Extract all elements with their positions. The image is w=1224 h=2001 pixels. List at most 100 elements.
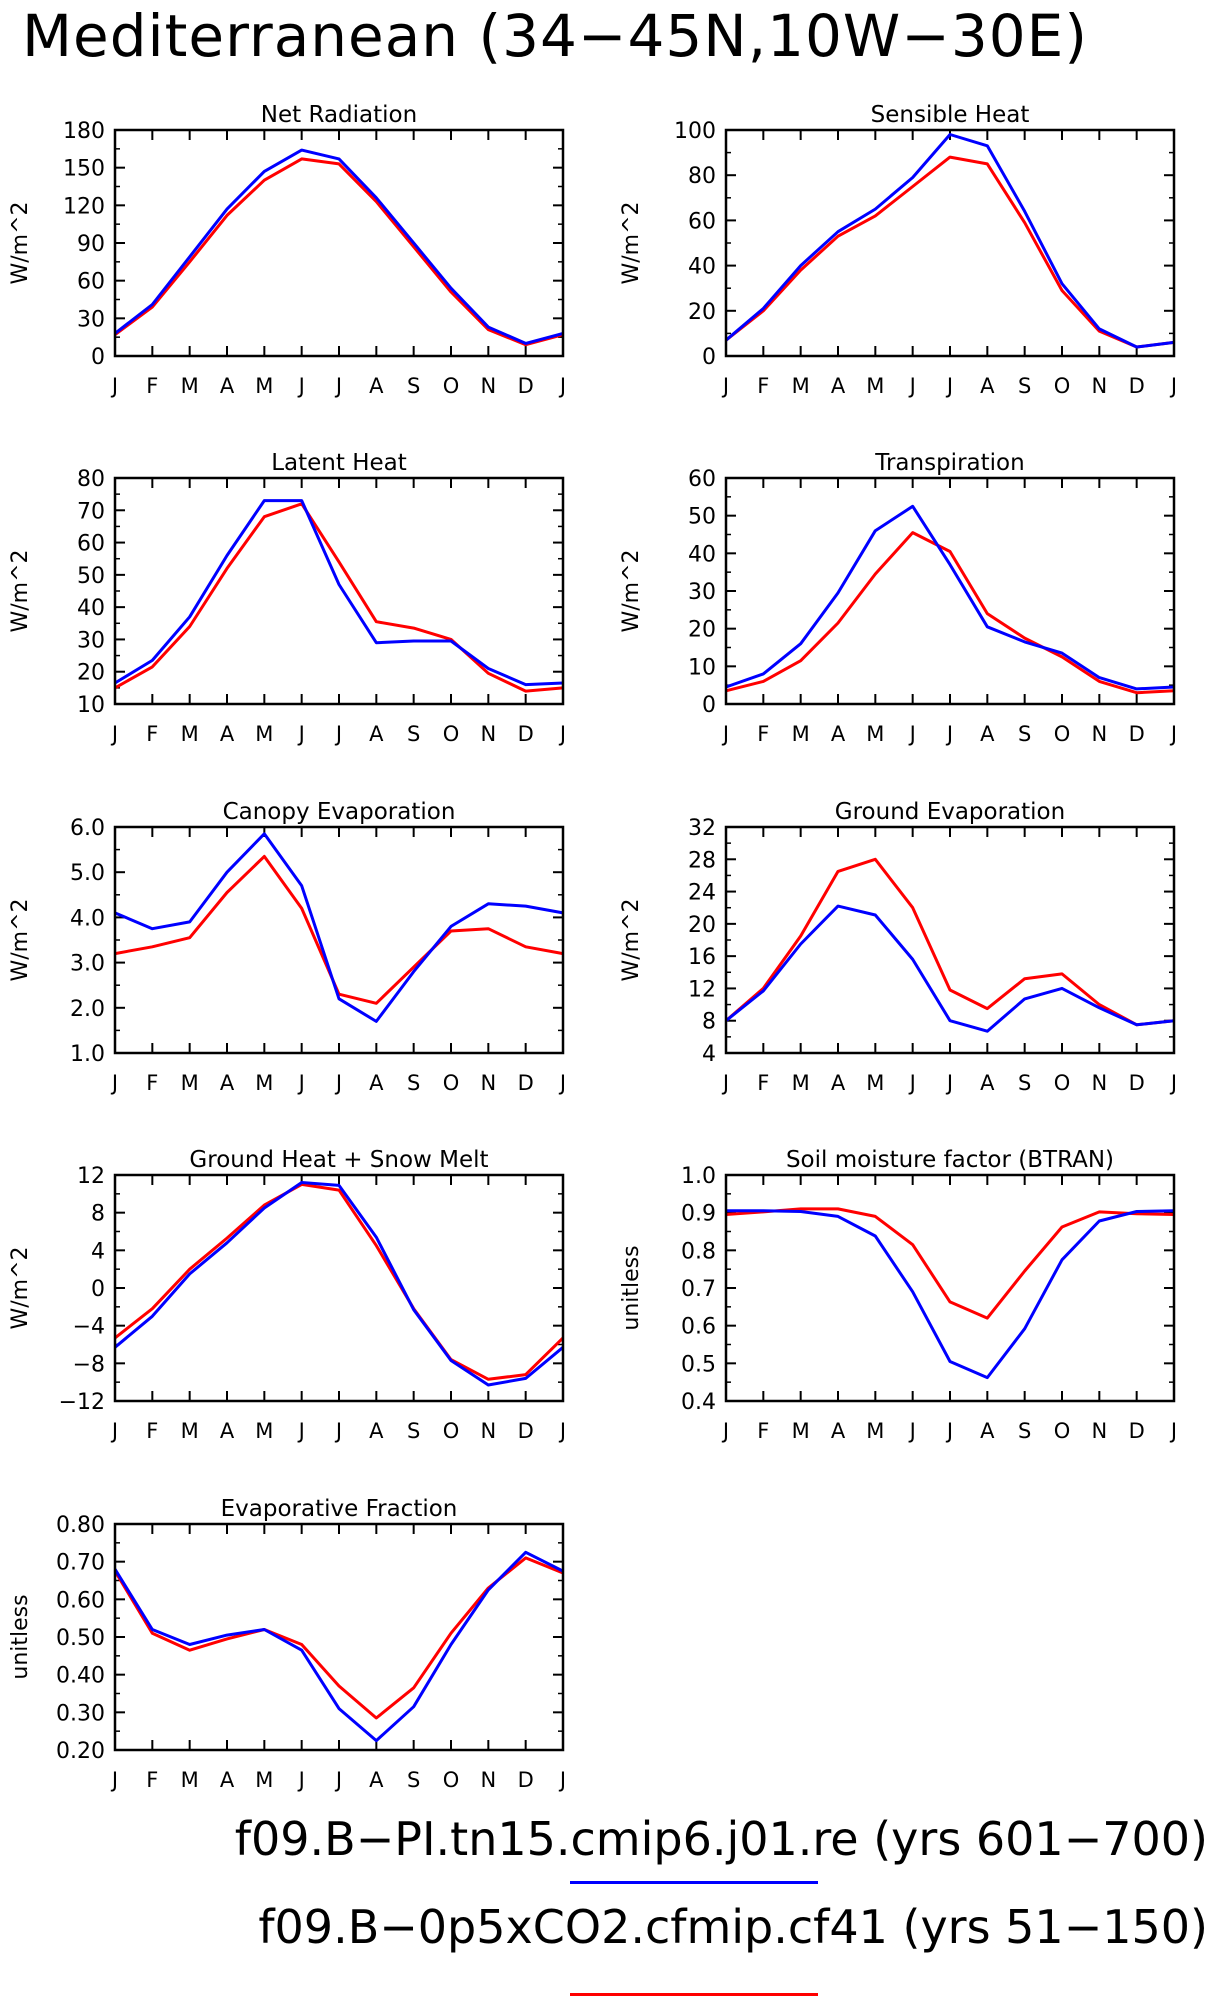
y-tick-label: 4 — [702, 1042, 716, 1067]
chart-title: Canopy Evaporation — [223, 799, 456, 825]
series-line-blue — [725, 504, 1175, 691]
y-axis-label: unitless — [8, 1594, 33, 1679]
y-tick-label: 60 — [688, 209, 716, 234]
chart-title: Transpiration — [874, 450, 1024, 476]
x-tick-label: F — [757, 1071, 769, 1095]
legend-swatch-blue — [570, 1881, 818, 1884]
y-axis-label: W/m^2 — [8, 898, 33, 981]
y-tick-label: 0.20 — [56, 1739, 105, 1764]
chart-panel: Evaporative Fraction unitless 0.20 0.30 0.40… — [8, 1496, 566, 1792]
x-tick-label: J — [110, 374, 118, 398]
series-line-blue — [725, 133, 1175, 349]
y-tick-label: 30 — [77, 307, 105, 332]
x-tick-label: S — [407, 722, 420, 746]
y-tick-label: 0.9 — [681, 1202, 716, 1227]
x-tick-label: J — [334, 1768, 342, 1792]
y-tick-label: 20 — [688, 618, 716, 643]
y-tick-label: −12 — [59, 1390, 105, 1415]
x-tick-label: J — [945, 722, 953, 746]
y-axis-label: W/m^2 — [8, 201, 33, 284]
x-tick-label: A — [369, 722, 384, 746]
x-tick-label: J — [721, 1419, 729, 1443]
y-tick-label: 12 — [77, 1164, 105, 1189]
x-tick-label: M — [181, 722, 199, 746]
x-tick-label: N — [1091, 722, 1107, 746]
x-tick-label: A — [831, 722, 846, 746]
x-tick-label: A — [980, 374, 995, 398]
y-tick-label: 0.7 — [681, 1277, 716, 1302]
x-tick-label: S — [1018, 722, 1031, 746]
y-axis-label: W/m^2 — [619, 898, 644, 981]
x-tick-label: F — [146, 374, 158, 398]
series-line-red — [114, 854, 564, 1005]
x-tick-label: J — [297, 1071, 305, 1095]
x-tick-label: J — [110, 1071, 118, 1095]
x-tick-label: J — [945, 1419, 953, 1443]
series-line-blue — [114, 148, 564, 345]
x-tick-label: S — [1018, 1071, 1031, 1095]
x-tick-label: J — [110, 1419, 118, 1443]
y-tick-label: 60 — [688, 467, 716, 492]
x-tick-label: N — [480, 1071, 496, 1095]
plot-frame — [113, 476, 565, 706]
figure-title: Mediterranean (34−45N,10W−30E) — [22, 2, 1088, 70]
y-tick-label: 8 — [91, 1202, 105, 1227]
series-line-blue — [114, 499, 564, 687]
y-tick-label: 50 — [77, 564, 105, 589]
x-tick-label: J — [558, 722, 566, 746]
y-tick-label: 30 — [77, 628, 105, 653]
chart-title: Latent Heat — [271, 450, 407, 476]
y-axis-label: W/m^2 — [619, 201, 644, 284]
series-line-red — [114, 502, 564, 693]
x-tick-label: M — [255, 1071, 273, 1095]
series-line-red — [114, 1182, 565, 1381]
legend-swatch-red — [570, 1993, 818, 1996]
x-tick-label: J — [908, 1419, 916, 1443]
y-tick-label: 100 — [674, 119, 716, 144]
x-tick-label: A — [369, 1419, 384, 1443]
y-tick-label: 40 — [688, 542, 716, 567]
y-tick-label: 8 — [702, 1010, 716, 1035]
x-tick-label: F — [757, 374, 769, 398]
series-line-blue — [725, 904, 1175, 1033]
y-tick-label: 60 — [77, 532, 105, 557]
x-tick-label: F — [146, 1071, 158, 1095]
y-tick-label: 0.5 — [681, 1352, 716, 1377]
y-tick-label: 28 — [688, 848, 716, 873]
y-tick-label: 120 — [63, 194, 105, 219]
x-tick-label: J — [945, 1071, 953, 1095]
x-tick-label: M — [181, 1768, 199, 1792]
x-tick-label: N — [1091, 374, 1107, 398]
x-tick-label: J — [721, 1071, 729, 1095]
x-tick-label: M — [866, 374, 884, 398]
y-tick-label: 60 — [77, 270, 105, 295]
plot-frame — [724, 476, 1176, 706]
x-tick-label: M — [792, 722, 810, 746]
plot-frame — [724, 128, 1176, 358]
x-tick-label: J — [1169, 722, 1177, 746]
x-tick-label: J — [334, 1071, 342, 1095]
x-tick-label: D — [1129, 1071, 1145, 1095]
y-tick-label: 0 — [91, 1277, 105, 1302]
x-tick-label: M — [792, 1071, 810, 1095]
x-tick-label: J — [297, 374, 305, 398]
y-axis-label: unitless — [619, 1245, 644, 1330]
x-tick-label: M — [866, 1419, 884, 1443]
x-tick-label: F — [146, 722, 158, 746]
x-tick-label: O — [443, 722, 460, 746]
x-tick-label: D — [518, 722, 534, 746]
y-tick-label: 70 — [77, 499, 105, 524]
y-tick-label: 10 — [688, 655, 716, 680]
y-tick-label: 0.40 — [56, 1664, 105, 1689]
x-tick-label: F — [146, 1419, 158, 1443]
y-tick-label: 40 — [688, 255, 716, 280]
plot-frame — [113, 1522, 565, 1752]
x-tick-label: M — [181, 1071, 199, 1095]
y-tick-label: 3.0 — [70, 952, 105, 977]
plot-frame — [724, 1173, 1176, 1403]
